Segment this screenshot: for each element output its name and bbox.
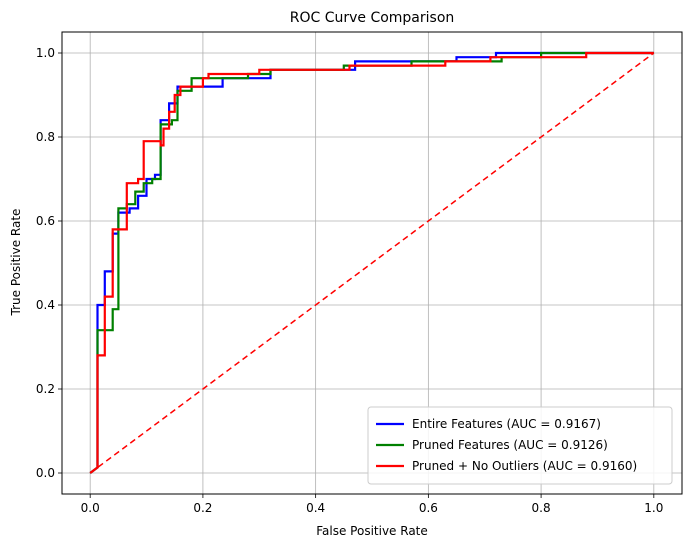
y-axis-label: True Positive Rate: [9, 209, 23, 317]
legend-label: Pruned Features (AUC = 0.9126): [412, 438, 608, 452]
x-tick-label: 0.2: [193, 501, 212, 515]
x-tick-label: 0.8: [532, 501, 551, 515]
series-lines: [89, 51, 655, 474]
x-axis-label: False Positive Rate: [316, 524, 428, 538]
y-tick-label: 0.6: [36, 214, 55, 228]
legend: Entire Features (AUC = 0.9167) Pruned Fea…: [367, 406, 673, 485]
y-tick-label: 0.0: [36, 466, 55, 480]
x-tick-label: 0.0: [81, 501, 100, 515]
series-line-2: [89, 51, 654, 474]
x-ticks: 0.0 0.2 0.4 0.6 0.8 1.0: [81, 494, 663, 515]
x-tick-label: 0.6: [419, 501, 438, 515]
x-tick-label: 0.4: [306, 501, 325, 515]
y-ticks: 0.0 0.2 0.4 0.6 0.8 1.0: [36, 46, 62, 480]
y-tick-label: 0.4: [36, 298, 55, 312]
y-tick-label: 0.8: [36, 130, 55, 144]
chart-title: ROC Curve Comparison: [290, 10, 455, 26]
y-tick-label: 1.0: [36, 46, 55, 60]
gridlines: [62, 32, 682, 494]
legend-label: Entire Features (AUC = 0.9167): [412, 417, 601, 431]
chance-diagonal-line: [89, 52, 655, 474]
legend-box: [367, 406, 673, 485]
x-tick-label: 1.0: [644, 501, 663, 515]
y-tick-label: 0.2: [36, 382, 55, 396]
legend-label: Pruned + No Outliers (AUC = 0.9160): [412, 459, 637, 473]
plot-frame: [61, 31, 683, 495]
